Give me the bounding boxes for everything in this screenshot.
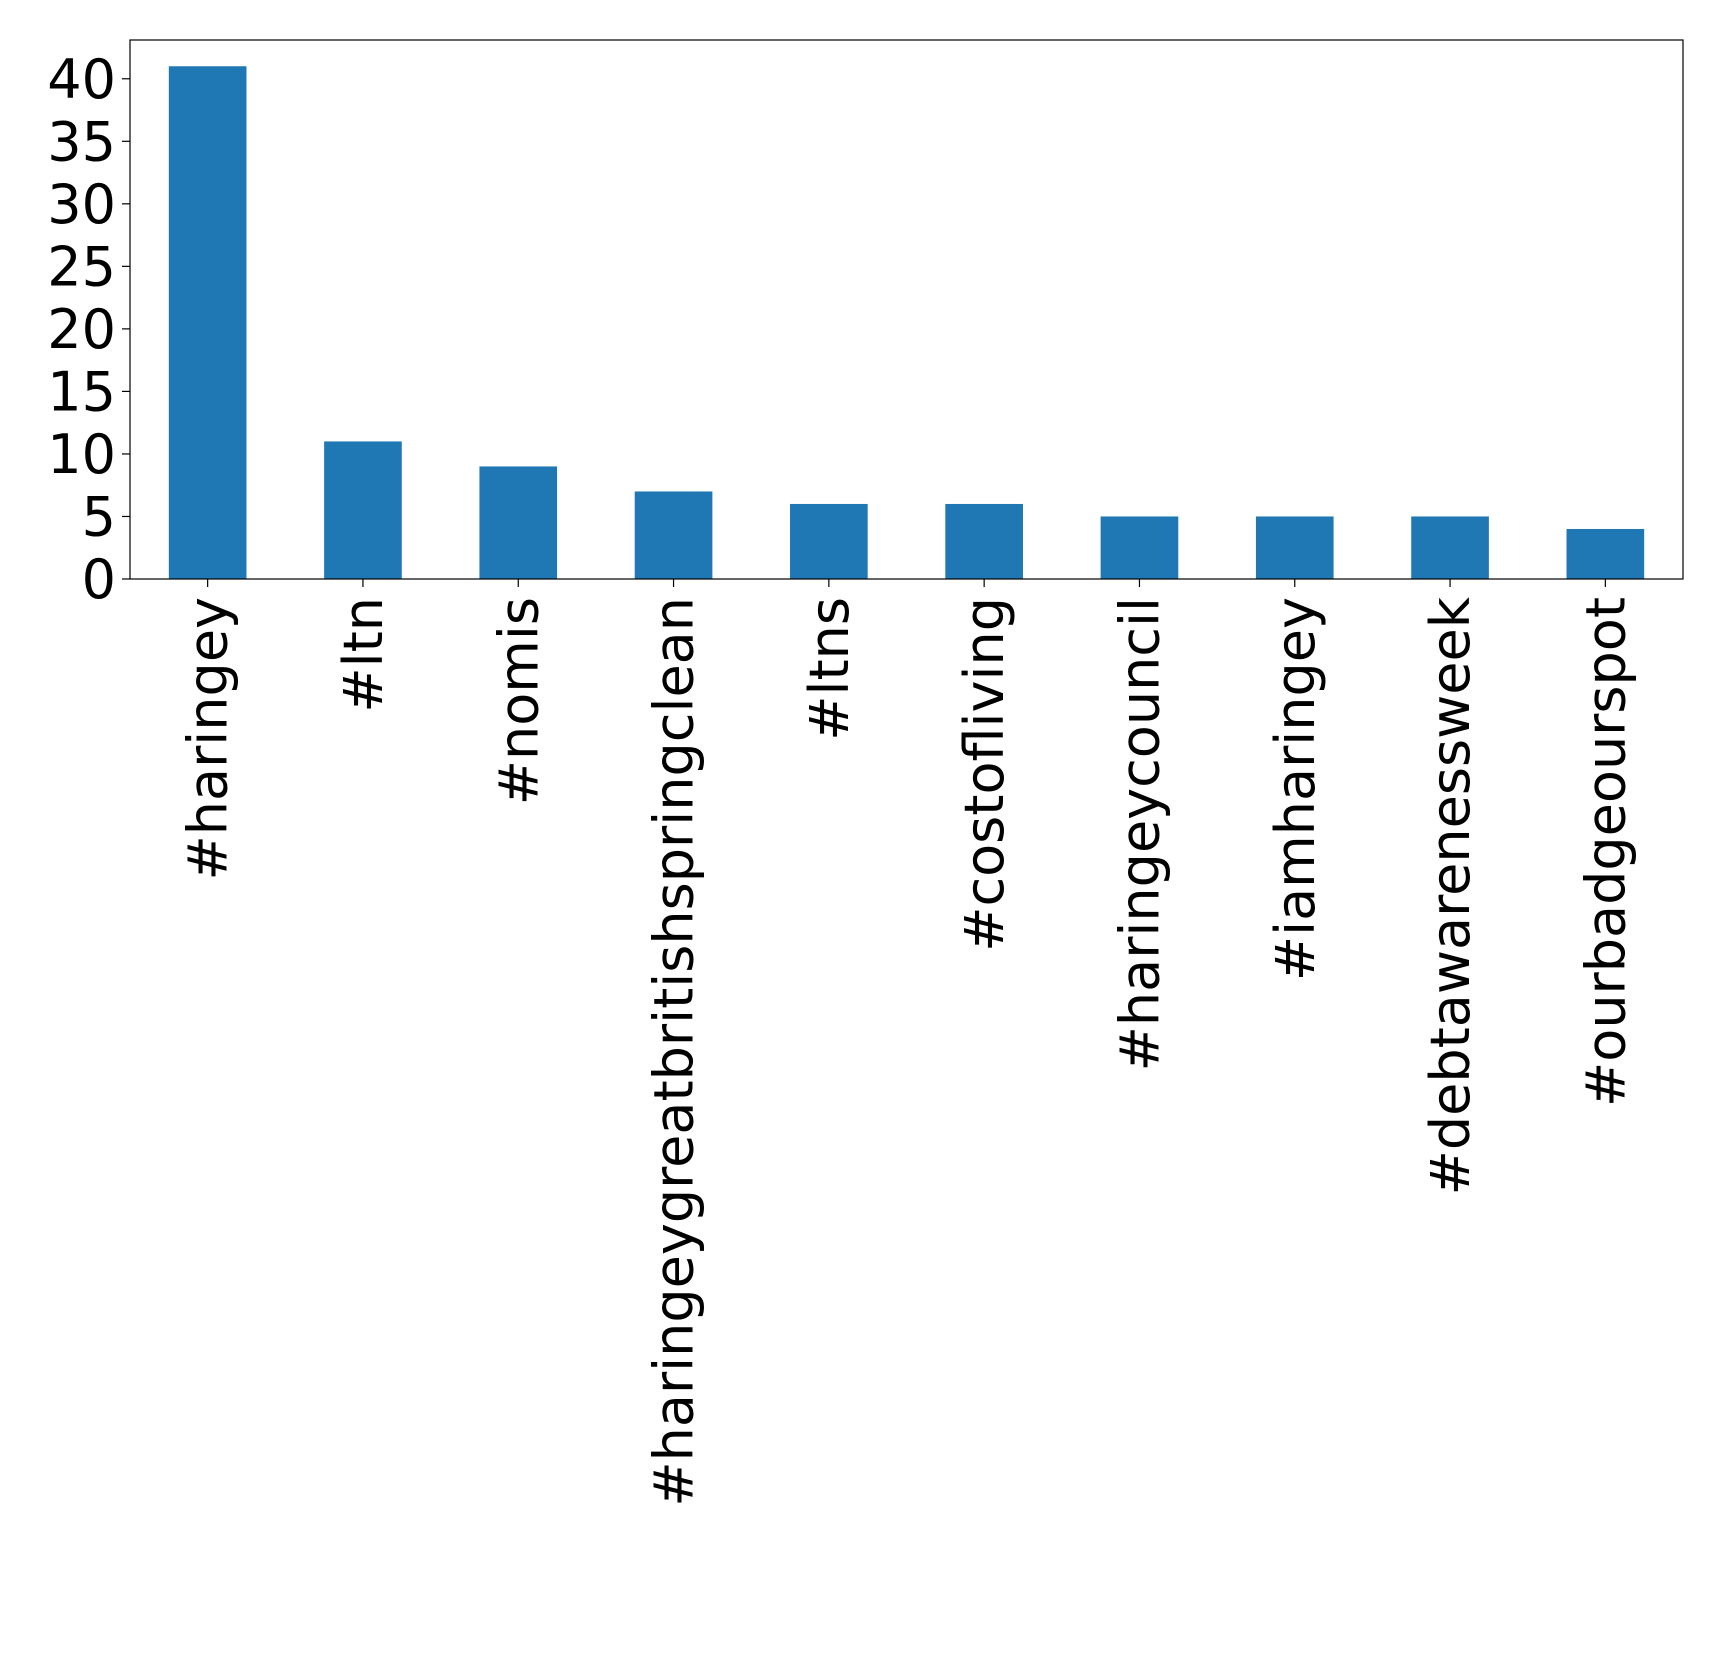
bar-nomis — [479, 466, 558, 579]
bar-haringey — [168, 66, 247, 579]
x-axis: #haringey #ltn #nomis #haringeygreatbritish… — [177, 579, 1637, 1507]
bars-group — [168, 66, 1645, 579]
x-tick-label: #haringeycouncil — [1108, 597, 1171, 1071]
bar-haringeygreatbritishspringclean — [634, 491, 713, 579]
x-tick-label: #ourbadgeourspot — [1574, 597, 1637, 1107]
x-tick-label: #debtawarenessweek — [1419, 596, 1482, 1195]
y-tick-label: 15 — [47, 360, 116, 423]
x-tick-label: #haringeygreatbritishspringclean — [643, 597, 706, 1507]
bar-costofliving — [945, 503, 1023, 579]
y-tick-label: 35 — [47, 110, 116, 173]
x-tick-label: #nomis — [487, 597, 550, 805]
x-tick-label: #costofliving — [953, 597, 1016, 952]
y-tick-label: 5 — [82, 485, 116, 548]
x-tick-label: #haringey — [177, 597, 240, 880]
y-tick-label: 25 — [47, 235, 116, 298]
bar-iamharingey — [1255, 516, 1334, 579]
bar-ourbadgeourspot — [1566, 528, 1645, 579]
bar-debtawarenessweek — [1411, 516, 1489, 579]
bar-ltn — [324, 441, 402, 579]
x-tick-label: #ltn — [332, 597, 395, 713]
y-tick-label: 10 — [47, 423, 116, 486]
x-tick-label: #ltns — [798, 597, 861, 741]
x-tick-label: #iamharingey — [1264, 597, 1327, 981]
plot-frame — [129, 39, 1684, 580]
y-tick-label: 20 — [47, 298, 116, 361]
y-tick-label: 30 — [47, 173, 116, 236]
bar-haringeycouncil — [1100, 516, 1179, 579]
y-tick-label: 40 — [47, 48, 116, 111]
y-tick-label: 0 — [82, 548, 116, 611]
bar-ltns — [790, 503, 868, 579]
